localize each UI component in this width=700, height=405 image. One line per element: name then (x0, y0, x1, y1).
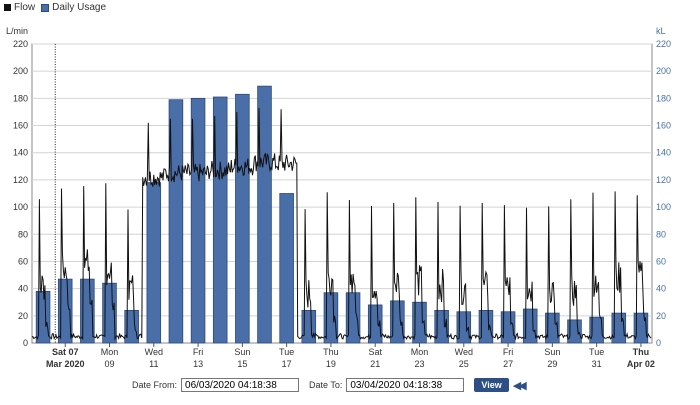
x-tick-sublabel: 09 (104, 359, 114, 369)
y-tick-right: 80 (656, 229, 666, 239)
usage-bar[interactable] (257, 85, 272, 344)
usage-bar[interactable] (168, 99, 184, 344)
x-tick-sublabel: 29 (547, 359, 557, 369)
y-tick-left: 140 (13, 148, 28, 158)
usage-bar[interactable] (212, 96, 228, 344)
y-tick-left: 60 (18, 256, 28, 266)
y-tick-right: 220 (656, 39, 671, 49)
legend: Flow Daily Usage (4, 2, 106, 13)
usage-bar[interactable] (80, 278, 95, 344)
legend-flow-label: Flow (14, 2, 36, 13)
x-tick-sublabel: 17 (282, 359, 292, 369)
x-tick-label: Tue (279, 347, 294, 357)
usage-bar[interactable] (146, 182, 162, 344)
usage-bar[interactable] (522, 308, 538, 344)
y-tick-right: 60 (656, 256, 666, 266)
date-controls: Date From: Date To: View ◀◀ (132, 378, 527, 392)
legend-flow[interactable]: Flow (4, 2, 35, 13)
y-tick-left: 120 (13, 175, 28, 185)
flow-swatch-icon (4, 4, 11, 11)
y-tick-right: 200 (656, 66, 671, 76)
y-tick-left: 80 (18, 229, 28, 239)
y-tick-left: 160 (13, 121, 28, 131)
x-tick-sublabel: 15 (237, 359, 247, 369)
x-tick-sublabel: 11 (149, 359, 158, 369)
date-from-input[interactable] (181, 378, 300, 392)
y-tick-left: 180 (13, 93, 28, 103)
y-tick-left: 20 (18, 311, 28, 321)
x-tick-sublabel: 27 (503, 359, 513, 369)
rewind-icon[interactable]: ◀◀ (512, 379, 527, 392)
y-tick-left: 40 (18, 284, 28, 294)
date-to-label: Date To: (309, 380, 343, 390)
y-tick-left: 0 (23, 338, 28, 348)
x-tick-sublabel: 25 (459, 359, 469, 369)
y-tick-right: 20 (656, 311, 666, 321)
x-tick-label: Sat 07 (52, 347, 79, 357)
x-tick-sublabel: Apr 02 (627, 359, 655, 369)
x-tick-sublabel: 23 (414, 359, 424, 369)
usage-bar[interactable] (124, 309, 139, 344)
x-tick-sublabel: 31 (592, 359, 602, 369)
left-axis-unit: L/min (6, 26, 28, 36)
usage-bar[interactable] (279, 193, 294, 344)
x-tick-label: Wed (145, 347, 163, 357)
x-tick-label: Sun (544, 347, 560, 357)
right-axis-unit: kL (656, 26, 666, 36)
x-tick-sublabel: 19 (326, 359, 336, 369)
date-to-input[interactable] (346, 378, 465, 392)
usage-bar[interactable] (434, 309, 449, 344)
usage-bar[interactable] (478, 309, 494, 344)
y-tick-right: 40 (656, 284, 666, 294)
x-tick-label: Fri (503, 347, 514, 357)
flow-line[interactable] (31, 107, 652, 341)
y-tick-right: 140 (656, 148, 671, 158)
usage-bar[interactable] (345, 292, 361, 344)
x-tick-label: Mon (411, 347, 429, 357)
y-tick-left: 220 (13, 39, 28, 49)
y-tick-right: 180 (656, 93, 671, 103)
y-tick-right: 160 (656, 121, 671, 131)
usage-swatch-icon (41, 3, 50, 12)
usage-bar[interactable] (390, 300, 405, 344)
y-tick-right: 100 (656, 202, 671, 212)
y-tick-right: 0 (656, 338, 661, 348)
x-tick-label: Mon (101, 347, 119, 357)
usage-bar[interactable] (35, 290, 51, 344)
x-tick-sublabel: 21 (370, 359, 380, 369)
usage-bar[interactable] (301, 309, 317, 344)
y-tick-left: 100 (13, 202, 28, 212)
legend-daily-usage[interactable]: Daily Usage (41, 2, 106, 13)
y-tick-left: 200 (13, 66, 28, 76)
view-button[interactable]: View (474, 378, 509, 392)
x-tick-label: Fri (193, 347, 204, 357)
plot-area (31, 43, 653, 344)
x-tick-label: Wed (455, 347, 473, 357)
usage-bar[interactable] (567, 319, 582, 344)
legend-usage-label: Daily Usage (52, 2, 107, 13)
x-tick-sublabel: Mar 2020 (46, 359, 85, 369)
x-tick-label: Thu (633, 347, 650, 357)
x-tick-label: Sun (234, 347, 250, 357)
x-tick-label: Tue (589, 347, 604, 357)
x-tick-label: Sat (368, 347, 382, 357)
x-tick-sublabel: 13 (193, 359, 203, 369)
y-tick-right: 120 (656, 175, 671, 185)
x-tick-label: Thu (323, 347, 339, 357)
date-from-label: Date From: (132, 380, 178, 390)
